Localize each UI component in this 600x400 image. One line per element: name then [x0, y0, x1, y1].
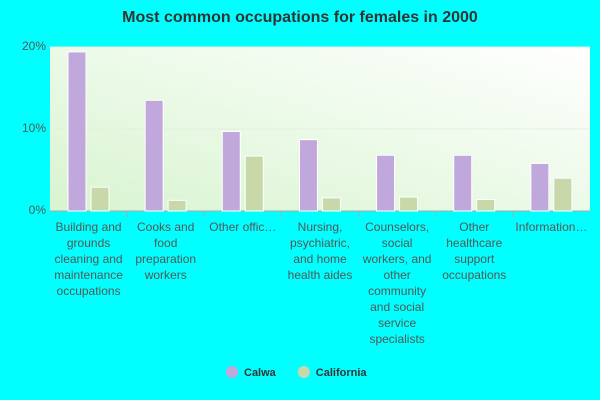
x-tick-label: Counselors, social workers, and other co… [362, 220, 432, 346]
legend-label: California [316, 367, 368, 379]
legend-label: Calwa [244, 367, 277, 379]
y-tick-label: 0% [29, 203, 47, 217]
bar [167, 199, 187, 212]
x-tick-label: Other offic… [209, 220, 277, 234]
x-tick-label: Other healthcare support occupations [442, 220, 507, 282]
legend-swatch [226, 366, 238, 378]
bar [244, 155, 264, 212]
chart-title: Most common occupations for females in 2… [122, 9, 478, 26]
bar [553, 177, 573, 212]
bar [399, 196, 419, 212]
y-tick-label: 20% [22, 39, 46, 53]
legend-swatch [297, 366, 310, 378]
y-tick-label: 10% [22, 121, 46, 135]
bar [67, 51, 87, 212]
bar [453, 154, 473, 212]
bar [144, 99, 164, 212]
bar [476, 199, 496, 212]
x-tick-label: Information… [515, 220, 588, 234]
bar [298, 139, 318, 212]
bar [376, 154, 396, 212]
x-tick-label: Building and grounds cleaning and mainte… [54, 220, 123, 298]
bar [321, 197, 341, 212]
bar [530, 162, 550, 212]
bar [221, 130, 241, 212]
x-tick-label: Nursing, psychiatric, and home health ai… [287, 220, 353, 282]
x-tick-label: Cooks and food preparation workers [135, 220, 197, 282]
bar [90, 186, 110, 212]
